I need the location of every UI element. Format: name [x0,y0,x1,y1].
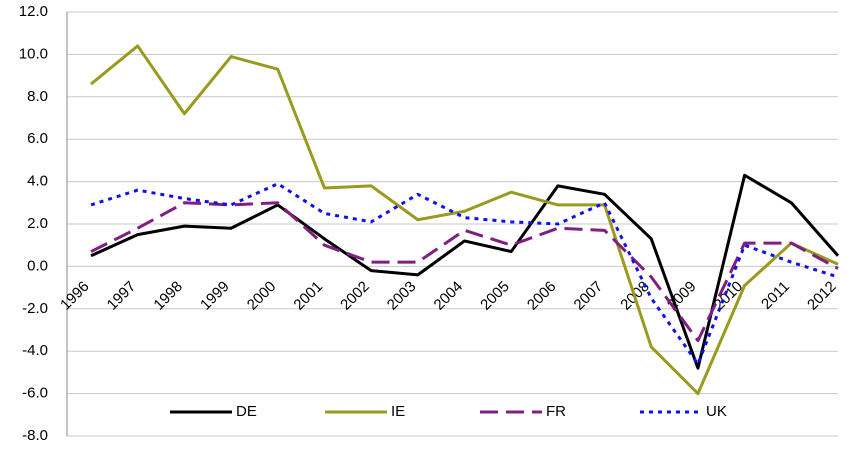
x-tick-label: 2011 [758,278,793,313]
y-tick-label: 0.0 [27,257,48,274]
y-tick-label: -8.0 [22,427,48,444]
legend-label: DE [236,403,257,420]
x-tick-label: 1996 [57,278,93,314]
x-tick-label: 2009 [664,278,700,314]
legend-label: UK [706,403,727,420]
y-tick-label: 2.0 [27,215,48,232]
series-line [90,182,839,366]
legend-label: FR [546,403,566,420]
x-tick-label: 2006 [524,278,560,314]
x-tick-label: 2007 [571,278,607,314]
x-tick-label: 2005 [477,278,513,314]
x-tick-label: 2012 [804,278,840,314]
x-tick-label: 2000 [244,278,280,314]
x-tick-label: 2004 [431,278,467,314]
y-tick-label: 8.0 [27,88,48,105]
series-line [90,201,839,343]
y-tick-label: -2.0 [22,300,48,317]
series-line [90,44,839,396]
x-tick-label: 1997 [104,278,140,314]
y-tick-label: 4.0 [27,173,48,190]
x-tick-label: 1998 [150,278,186,314]
x-tick-label: 2002 [337,278,373,314]
x-tick-label: 2003 [384,278,420,314]
y-tick-label: -6.0 [22,385,48,402]
y-tick-label: 6.0 [27,130,48,147]
x-tick-label: 2001 [290,278,326,314]
x-tick-label: 1999 [197,278,233,314]
y-tick-label: 10.0 [19,45,48,62]
y-tick-label: 12.0 [19,3,48,20]
y-tick-label: -4.0 [22,342,48,359]
legend-label: IE [391,403,405,420]
series-line [90,173,840,370]
